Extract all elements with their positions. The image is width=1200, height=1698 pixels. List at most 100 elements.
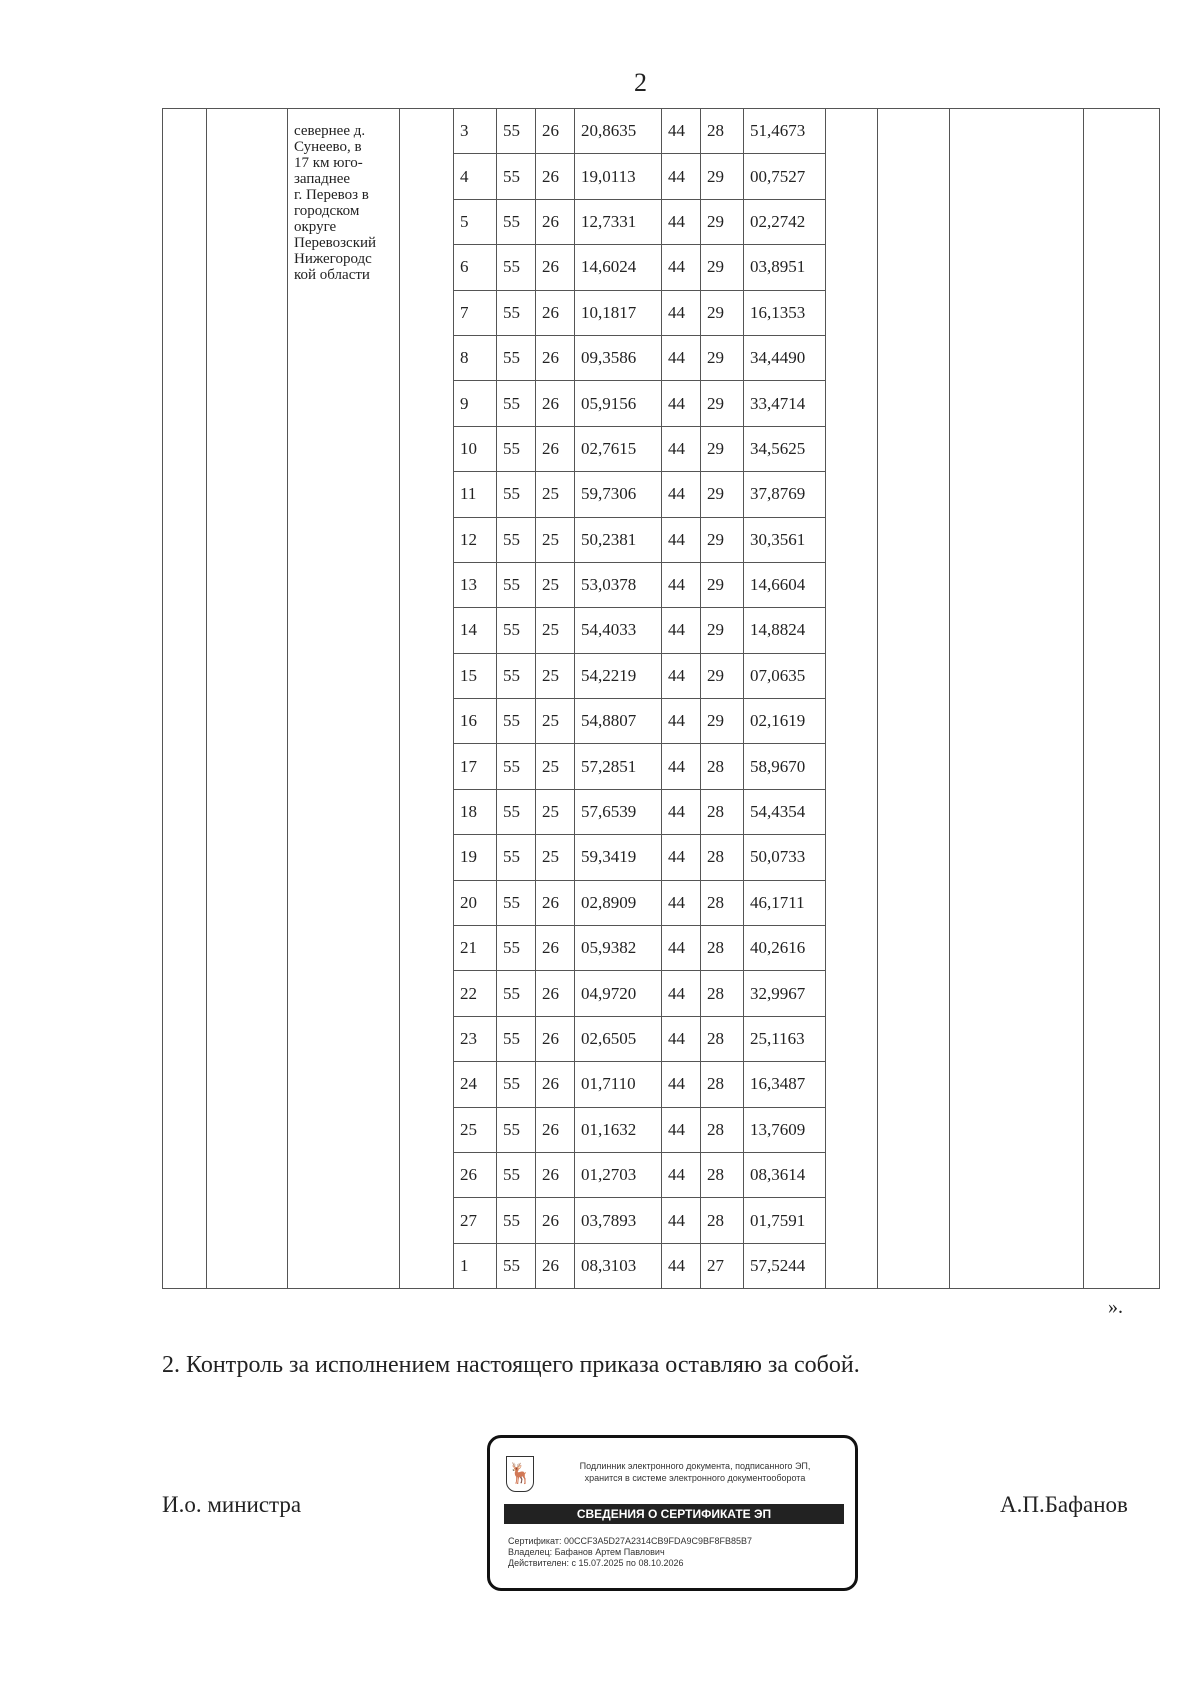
table-cell: 54,4033 [574,607,662,654]
signatory-name: А.П.Бафанов [1000,1492,1128,1517]
table-cell: 29 [700,561,744,609]
table-cell: 57,2851 [574,743,662,790]
table-cell: 05,9382 [574,925,662,972]
table-cell: 26 [535,879,575,927]
table-cell: 44 [661,198,701,246]
table-cell: 26 [535,107,575,155]
table-cell: 26 [535,1015,575,1063]
deer-crest-icon: 🦌 [506,1456,534,1492]
table-cell: 55 [496,1106,536,1153]
table-cell: 25 [535,471,575,518]
table-row: 16 55 25 54,8807 44 29 02,1619 [163,698,1160,745]
table-row: 13 55 25 53,0378 44 29 14,6604 [163,561,1160,609]
table-cell: 40,2616 [743,925,826,972]
table-cell: 28 [700,1106,744,1153]
table-cell: 26 [535,153,575,200]
table-cell: 44 [661,970,701,1017]
table-row: 15 55 25 54,2219 44 29 07,0635 [163,652,1160,700]
table-cell: 55 [496,652,536,700]
table-cell: 26 [535,425,575,473]
table-row: 5 55 26 12,7331 44 29 02,2742 [163,198,1160,246]
table-cell: 55 [496,153,536,200]
table-cell: 28 [700,970,744,1017]
empty-cell [206,107,288,1290]
table-cell: 54,4354 [743,788,826,836]
empty-cell [162,107,207,1290]
table-cell: 28 [700,1197,744,1244]
table-cell: 15 [453,652,497,700]
table-cell: 16,1353 [743,289,826,336]
table-cell: 26 [453,1151,497,1199]
table-cell: 26 [535,1197,575,1244]
table-cell: 02,7615 [574,425,662,473]
table-row: 6 55 26 14,6024 44 29 03,8951 [163,244,1160,291]
table-cell: 17 [453,743,497,790]
table-row: 25 55 26 01,1632 44 28 13,7609 [163,1106,1160,1153]
table-cell: 00,7527 [743,153,826,200]
table-cell: 53,0378 [574,561,662,609]
table-cell: 50,0733 [743,834,826,881]
table-cell: 28 [700,1151,744,1199]
table-cell: 55 [496,244,536,291]
table-cell: 24 [453,1061,497,1108]
table-cell: 29 [700,380,744,427]
table-cell: 22 [453,970,497,1017]
table-cell: 29 [700,244,744,291]
table-cell: 44 [661,834,701,881]
table-cell: 44 [661,1106,701,1153]
table-cell: 28 [700,925,744,972]
table-cell: 55 [496,1242,536,1290]
table-cell: 26 [535,970,575,1017]
table-cell: 14,8824 [743,607,826,654]
table-cell: 6 [453,244,497,291]
table-cell: 26 [535,244,575,291]
table-cell: 51,4673 [743,107,826,155]
table-row: 24 55 26 01,7110 44 28 16,3487 [163,1061,1160,1108]
table-cell: 25 [535,788,575,836]
table-cell: 10,1817 [574,289,662,336]
table-cell: 19,0113 [574,153,662,200]
table-row: 7 55 26 10,1817 44 29 16,1353 [163,289,1160,336]
table-cell: 44 [661,334,701,382]
table-cell: 1 [453,1242,497,1290]
electronic-signature-stamp: 🦌 Подлинник электронного документа, подп… [487,1435,858,1591]
table-cell: 19 [453,834,497,881]
table-cell: 3 [453,107,497,155]
table-cell: 29 [700,198,744,246]
table-cell: 9 [453,380,497,427]
table-cell: 29 [700,289,744,336]
table-cell: 37,8769 [743,471,826,518]
table-cell: 55 [496,879,536,927]
table-cell: 44 [661,1015,701,1063]
table-cell: 44 [661,652,701,700]
table-cell: 55 [496,834,536,881]
empty-cell [949,107,1084,1290]
location-cell: севернее д. Сунеево, в 17 км юго-западнее … [287,107,400,1290]
table-cell: 55 [496,289,536,336]
table-cell: 13,7609 [743,1106,826,1153]
signatory-position: И.о. министра [162,1492,302,1517]
table-cell: 16,3487 [743,1061,826,1108]
table-cell: 26 [535,1061,575,1108]
table-cell: 29 [700,652,744,700]
table-cell: 28 [700,788,744,836]
certificate-validity: Действителен: с 15.07.2025 по 08.10.2026 [508,1558,684,1568]
table-cell: 5 [453,198,497,246]
table-row: 21 55 26 05,9382 44 28 40,2616 [163,925,1160,972]
table-cell: 03,7893 [574,1197,662,1244]
table-row: севернее д. Сунеево, в 17 км юго-западнее … [162,107,1160,1290]
table-cell: 02,8909 [574,879,662,927]
table-cell: 44 [661,471,701,518]
table-cell: 25 [453,1106,497,1153]
table-cell: 54,2219 [574,652,662,700]
table-row: 17 55 25 57,2851 44 28 58,9670 [163,743,1160,790]
table-row: 1 55 26 08,3103 44 27 57,5244 [163,1242,1160,1290]
closing-quote: ». [1108,1296,1123,1318]
table-cell: 21 [453,925,497,972]
table-cell: 04,9720 [574,970,662,1017]
table-cell: 29 [700,607,744,654]
table-cell: 29 [700,698,744,745]
table-cell: 23 [453,1015,497,1063]
table-cell: 01,7591 [743,1197,826,1244]
